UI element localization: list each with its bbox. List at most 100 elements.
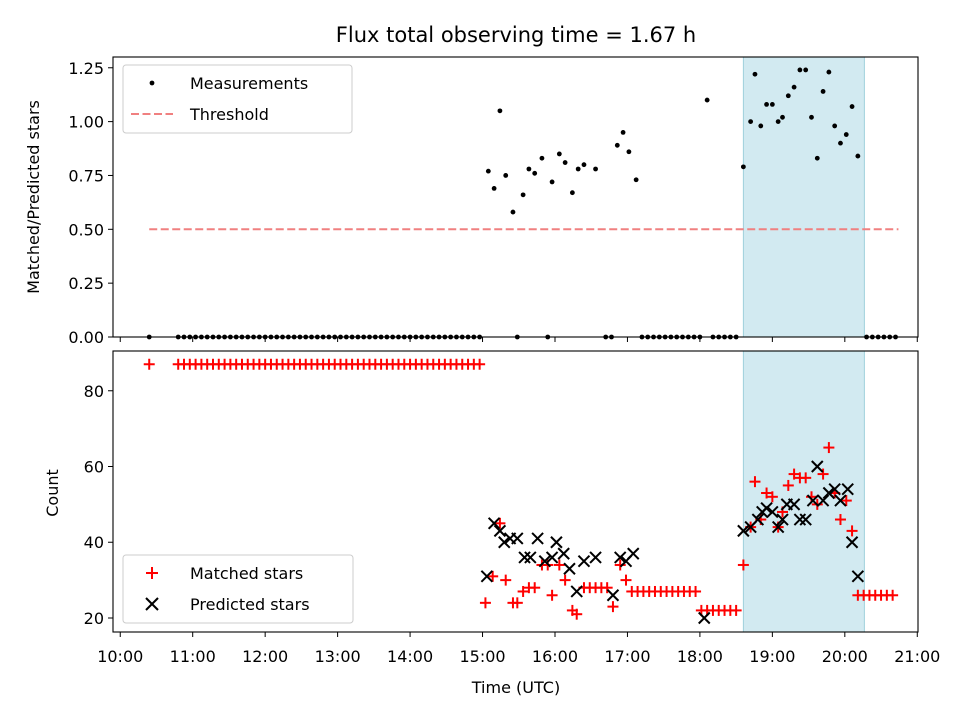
bottom-y-tick-label: 80 (84, 382, 104, 401)
matched-star-marker (517, 585, 529, 597)
measurement-point (820, 89, 826, 94)
measurement-point (626, 149, 632, 155)
predicted-star-marker (563, 562, 576, 575)
top-y-tick-label: 1.25 (68, 59, 104, 78)
measurement-point (814, 155, 820, 161)
legend-label-threshold: Threshold (189, 105, 269, 124)
matched-star-marker (788, 468, 800, 480)
measurement-point (826, 69, 832, 75)
legend-marker-matched-stars (146, 567, 158, 579)
predicted-star-marker (589, 551, 602, 564)
predicted-star-marker (851, 570, 865, 583)
predicted-star-marker (557, 547, 570, 560)
bottom-x-tick-label: 21:00 (894, 647, 940, 666)
top-y-tick-label: 1.00 (68, 113, 104, 132)
matched-star-marker (546, 589, 558, 601)
measurement-point (497, 108, 503, 114)
bottom-x-tick-label: 10:00 (97, 647, 143, 666)
matched-star-marker (840, 495, 852, 507)
measurement-point (503, 173, 509, 178)
predicted-star-marker (493, 524, 507, 538)
top-y-tick-label: 0.50 (68, 220, 104, 239)
matched-star-marker (479, 597, 491, 609)
matched-star-marker (500, 574, 512, 586)
top-legend: Measurements Threshold (122, 64, 353, 134)
matched-star-marker (607, 601, 619, 613)
measurement-point (581, 162, 587, 168)
measurement-point (752, 71, 758, 77)
measurement-point (791, 84, 797, 90)
measurement-point (748, 119, 754, 125)
matched-star-marker (487, 570, 499, 582)
predicted-star-marker (811, 460, 824, 473)
matched-star-marker (887, 589, 899, 601)
bottom-x-tick-label: 16:00 (532, 647, 578, 666)
predicted-star-marker (799, 513, 812, 526)
bottom-legend: Matched stars Predicted stars (122, 554, 354, 624)
measurement-point (855, 153, 861, 159)
measurement-point (526, 166, 532, 172)
legend-marker-measurements (149, 80, 155, 86)
matched-star-marker (614, 559, 626, 571)
measurement-point (620, 129, 626, 135)
matched-star-marker (494, 517, 506, 529)
predicted-star-marker (776, 513, 789, 526)
predicted-star-marker (480, 570, 494, 583)
matched-star-marker (749, 476, 761, 488)
predicted-star-marker (806, 494, 820, 507)
measurement-point (797, 67, 803, 73)
measurement-point (575, 166, 581, 172)
bottom-x-tick-label: 19:00 (749, 647, 795, 666)
legend-label-matched-stars: Matched stars (190, 564, 303, 583)
bottom-x-tick-label: 18:00 (677, 647, 723, 666)
predicted-star-marker (545, 551, 559, 564)
top-y-tick-label: 0.75 (68, 166, 104, 185)
predicted-star-marker (531, 532, 544, 545)
measurement-point (510, 209, 516, 215)
measurement-point (758, 123, 764, 129)
bottom-x-tick-label: 17:00 (604, 647, 650, 666)
top-y-tick-label: 0.00 (68, 328, 104, 347)
measurement-point (532, 170, 538, 176)
matched-star-marker (823, 442, 835, 454)
top-legend-frame (122, 64, 353, 134)
legend-label-predicted-stars: Predicted stars (190, 595, 310, 614)
matched-star-marker (143, 358, 155, 370)
predicted-star-marker (845, 536, 859, 549)
predicted-star-marker (606, 589, 620, 602)
matched-star-marker (730, 604, 742, 616)
measurement-point (775, 119, 781, 125)
measurement-point (769, 101, 775, 107)
measurement-point (485, 168, 491, 174)
predicted-star-marker (524, 551, 537, 564)
matched-star-marker (571, 608, 583, 620)
measurement-point (764, 101, 769, 107)
bottom-x-tick-label: 14:00 (387, 647, 433, 666)
bottom-x-tick-label: 11:00 (170, 647, 216, 666)
matched-star-marker (529, 582, 541, 594)
matched-star-marker (620, 574, 632, 586)
top-y-axis-label: Matched/Predicted stars (24, 100, 43, 294)
predicted-star-marker (550, 536, 563, 549)
measurement-point (562, 160, 568, 165)
predicted-star-marker (487, 517, 501, 530)
bottom-plot-area: 20 40 60 80 10:00 11:00 12:00 13:00 14:00 15:00 16… (84, 350, 940, 666)
bottom-axes-frame (112, 350, 919, 633)
predicted-star-marker (816, 494, 830, 507)
predicted-star-marker (613, 551, 627, 564)
matched-star-marker (766, 491, 778, 503)
legend-marker-predicted-stars (145, 597, 159, 611)
measurement-point (633, 177, 639, 183)
predicted-star-marker (498, 536, 511, 549)
matched-star-marker (846, 525, 858, 537)
matched-star-marker (761, 487, 773, 499)
measurement-point (549, 179, 555, 185)
legend-label-measurements: Measurements (190, 74, 308, 93)
measurement-point (556, 151, 562, 157)
predicted-star-marker (518, 551, 531, 564)
matched-star-marker (511, 597, 523, 609)
predicted-star-marker (828, 483, 841, 496)
bottom-x-tick-label: 20:00 (822, 647, 868, 666)
predicted-star-marker (822, 486, 836, 500)
